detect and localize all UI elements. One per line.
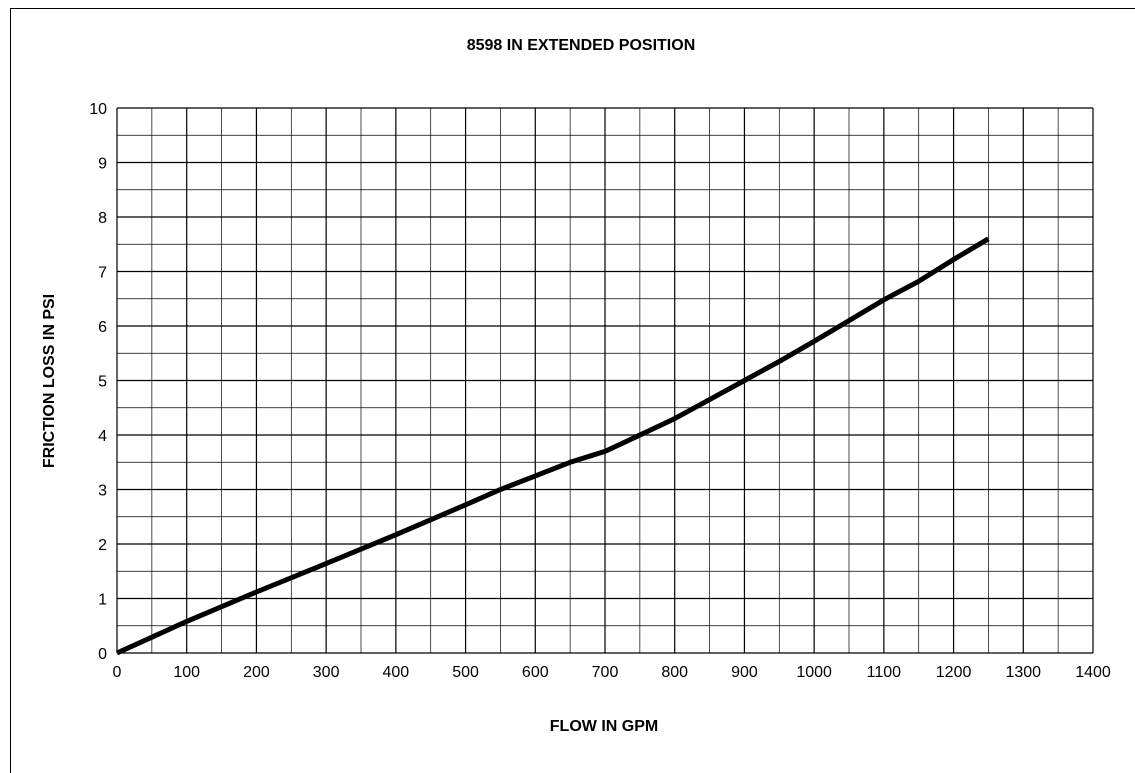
y-tick-label: 6 [98, 319, 107, 336]
y-tick-label: 5 [98, 374, 107, 391]
x-tick-label: 1100 [867, 664, 902, 681]
y-tick-label: 7 [98, 265, 107, 282]
x-tick-label: 600 [522, 664, 549, 681]
chart-frame [10, 8, 1135, 773]
y-tick-label: 9 [98, 156, 107, 173]
x-tick-labels: 0 100 200 300 400 500 600 700 800 900 1000 1100 1200… [113, 664, 1111, 681]
x-tick-label: 900 [731, 664, 758, 681]
y-tick-label: 4 [98, 428, 107, 445]
y-tick-label: 0 [98, 646, 107, 663]
x-tick-label: 1300 [1005, 664, 1041, 681]
x-tick-label: 1400 [1075, 664, 1111, 681]
x-tick-label: 1000 [796, 664, 832, 681]
y-tick-labels: 0 1 2 3 4 5 6 7 8 9 10 [89, 101, 107, 663]
y-tick-label: 10 [89, 101, 107, 118]
y-tick-label: 1 [98, 592, 107, 609]
y-tick-label: 3 [98, 483, 107, 500]
chart-title: 8598 IN EXTENDED POSITION [467, 37, 696, 54]
y-axis-title: FRICTION LOSS IN PSI [41, 294, 58, 468]
y-tick-label: 8 [98, 210, 107, 227]
x-tick-label: 0 [113, 664, 122, 681]
x-tick-label: 300 [313, 664, 340, 681]
grid-major [116, 107, 1094, 654]
series-layer [115, 236, 990, 656]
x-tick-label: 1200 [936, 664, 972, 681]
x-tick-label: 500 [452, 664, 479, 681]
x-axis-title: FLOW IN GPM [550, 718, 658, 735]
x-tick-label: 700 [592, 664, 619, 681]
x-tick-label: 200 [243, 664, 270, 681]
x-tick-label: 800 [661, 664, 688, 681]
y-tick-label: 2 [98, 537, 107, 554]
x-tick-label: 100 [173, 664, 200, 681]
series-line-0 [115, 236, 990, 656]
x-tick-label: 400 [383, 664, 410, 681]
